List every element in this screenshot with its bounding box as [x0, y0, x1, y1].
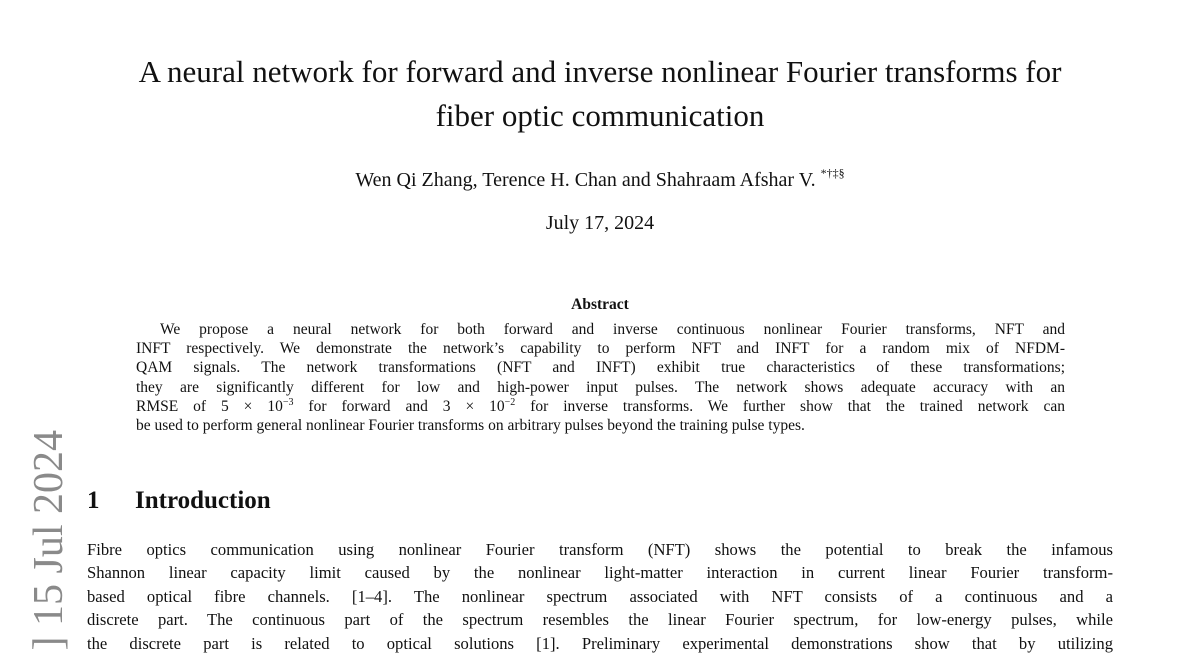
title-line: fiber optic communication	[435, 98, 765, 133]
title-line: A neural network for forward and inverse…	[138, 54, 1062, 89]
section-number: 1	[87, 487, 100, 514]
author-names: Wen Qi Zhang, Terence H. Chan and Shahra…	[355, 169, 816, 191]
paper-date: July 17, 2024	[545, 212, 655, 234]
body-line: Shannon linear capacity limit caused by …	[87, 563, 1113, 583]
section-title: Introduction	[135, 487, 271, 514]
abstract-heading: Abstract	[571, 296, 629, 313]
abstract-line: We propose a neural network for both for…	[160, 321, 1065, 338]
exponent: −3	[282, 396, 294, 408]
exponent: −2	[504, 396, 516, 408]
body-line: discrete part. The continuous part of th…	[87, 610, 1113, 630]
abstract-line: INFT respectively. We demonstrate the ne…	[136, 340, 1065, 358]
author-affiliation-marks: *†‡§	[820, 166, 845, 180]
body-text: Fibre optics communication using nonline…	[87, 538, 1113, 655]
section-heading: 1 Introduction	[87, 487, 271, 515]
abstract-line: RMSE of 5 × 10−3 for forward and 3 × 10−…	[136, 397, 1065, 416]
abstract-line: be used to perform general nonlinear Fou…	[136, 416, 805, 434]
arxiv-stamp: ] 15 Jul 2024	[26, 430, 72, 651]
body-line: Fibre optics communication using nonline…	[87, 540, 1113, 559]
abstract-line: QAM signals. The network transformations…	[136, 359, 1065, 377]
body-line: based optical fibre channels. [1–4]. The…	[87, 586, 1113, 606]
body-line: the discrete part is related to optical …	[87, 633, 1113, 653]
abstract-line: they are significantly different for low…	[136, 378, 1065, 396]
paper-title: A neural network for forward and inverse…	[0, 50, 1200, 138]
abstract-text: We propose a neural network for both for…	[136, 320, 1065, 435]
authors: Wen Qi Zhang, Terence H. Chan and Shahra…	[0, 166, 1200, 192]
text: for inverse transforms. We further show …	[515, 397, 1065, 415]
text: RMSE of 5 × 10	[136, 397, 283, 415]
text: for forward and 3 × 10	[293, 397, 505, 415]
